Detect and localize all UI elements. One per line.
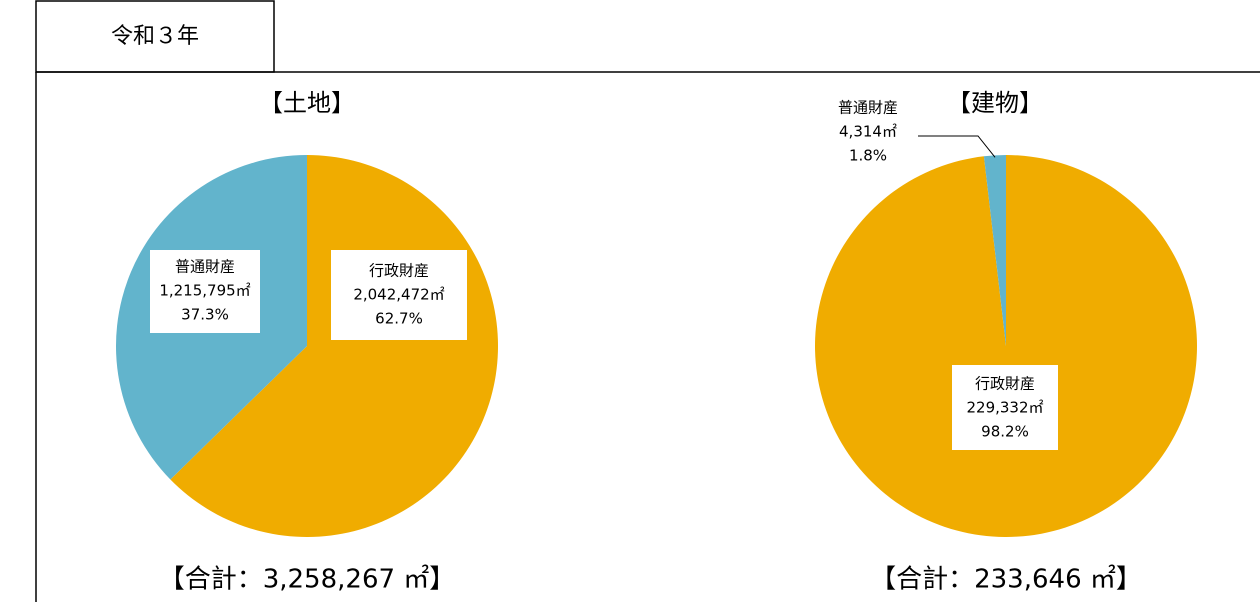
chart-total: 【合計：3,258,267 ㎡】 [159, 565, 456, 595]
label-box [331, 250, 467, 340]
tab-label: 令和３年 [111, 24, 199, 49]
label-name: 普通財産 [838, 99, 898, 117]
label-value: 229,332㎡ [966, 399, 1043, 417]
chart-total: 【合計：233,646 ㎡】 [870, 565, 1142, 595]
label-box [150, 250, 260, 333]
label-percent: 37.3% [181, 306, 229, 324]
label-percent: 98.2% [981, 423, 1029, 441]
label-value: 2,042,472㎡ [353, 286, 444, 304]
leader-line [918, 135, 996, 158]
label-value: 4,314㎡ [839, 123, 897, 141]
label-name: 行政財産 [369, 262, 429, 280]
pie-slice [983, 155, 1006, 346]
label-percent: 62.7% [375, 310, 423, 328]
label-box [952, 365, 1058, 450]
label-name: 行政財産 [975, 375, 1035, 393]
label-value: 1,215,795㎡ [159, 282, 250, 300]
tab-box [35, 0, 275, 73]
chart-title: 【土地】 [259, 89, 355, 117]
label-percent: 1.8% [849, 147, 887, 165]
label-name: 普通財産 [175, 258, 235, 276]
chart-title: 【建物】 [947, 89, 1043, 117]
